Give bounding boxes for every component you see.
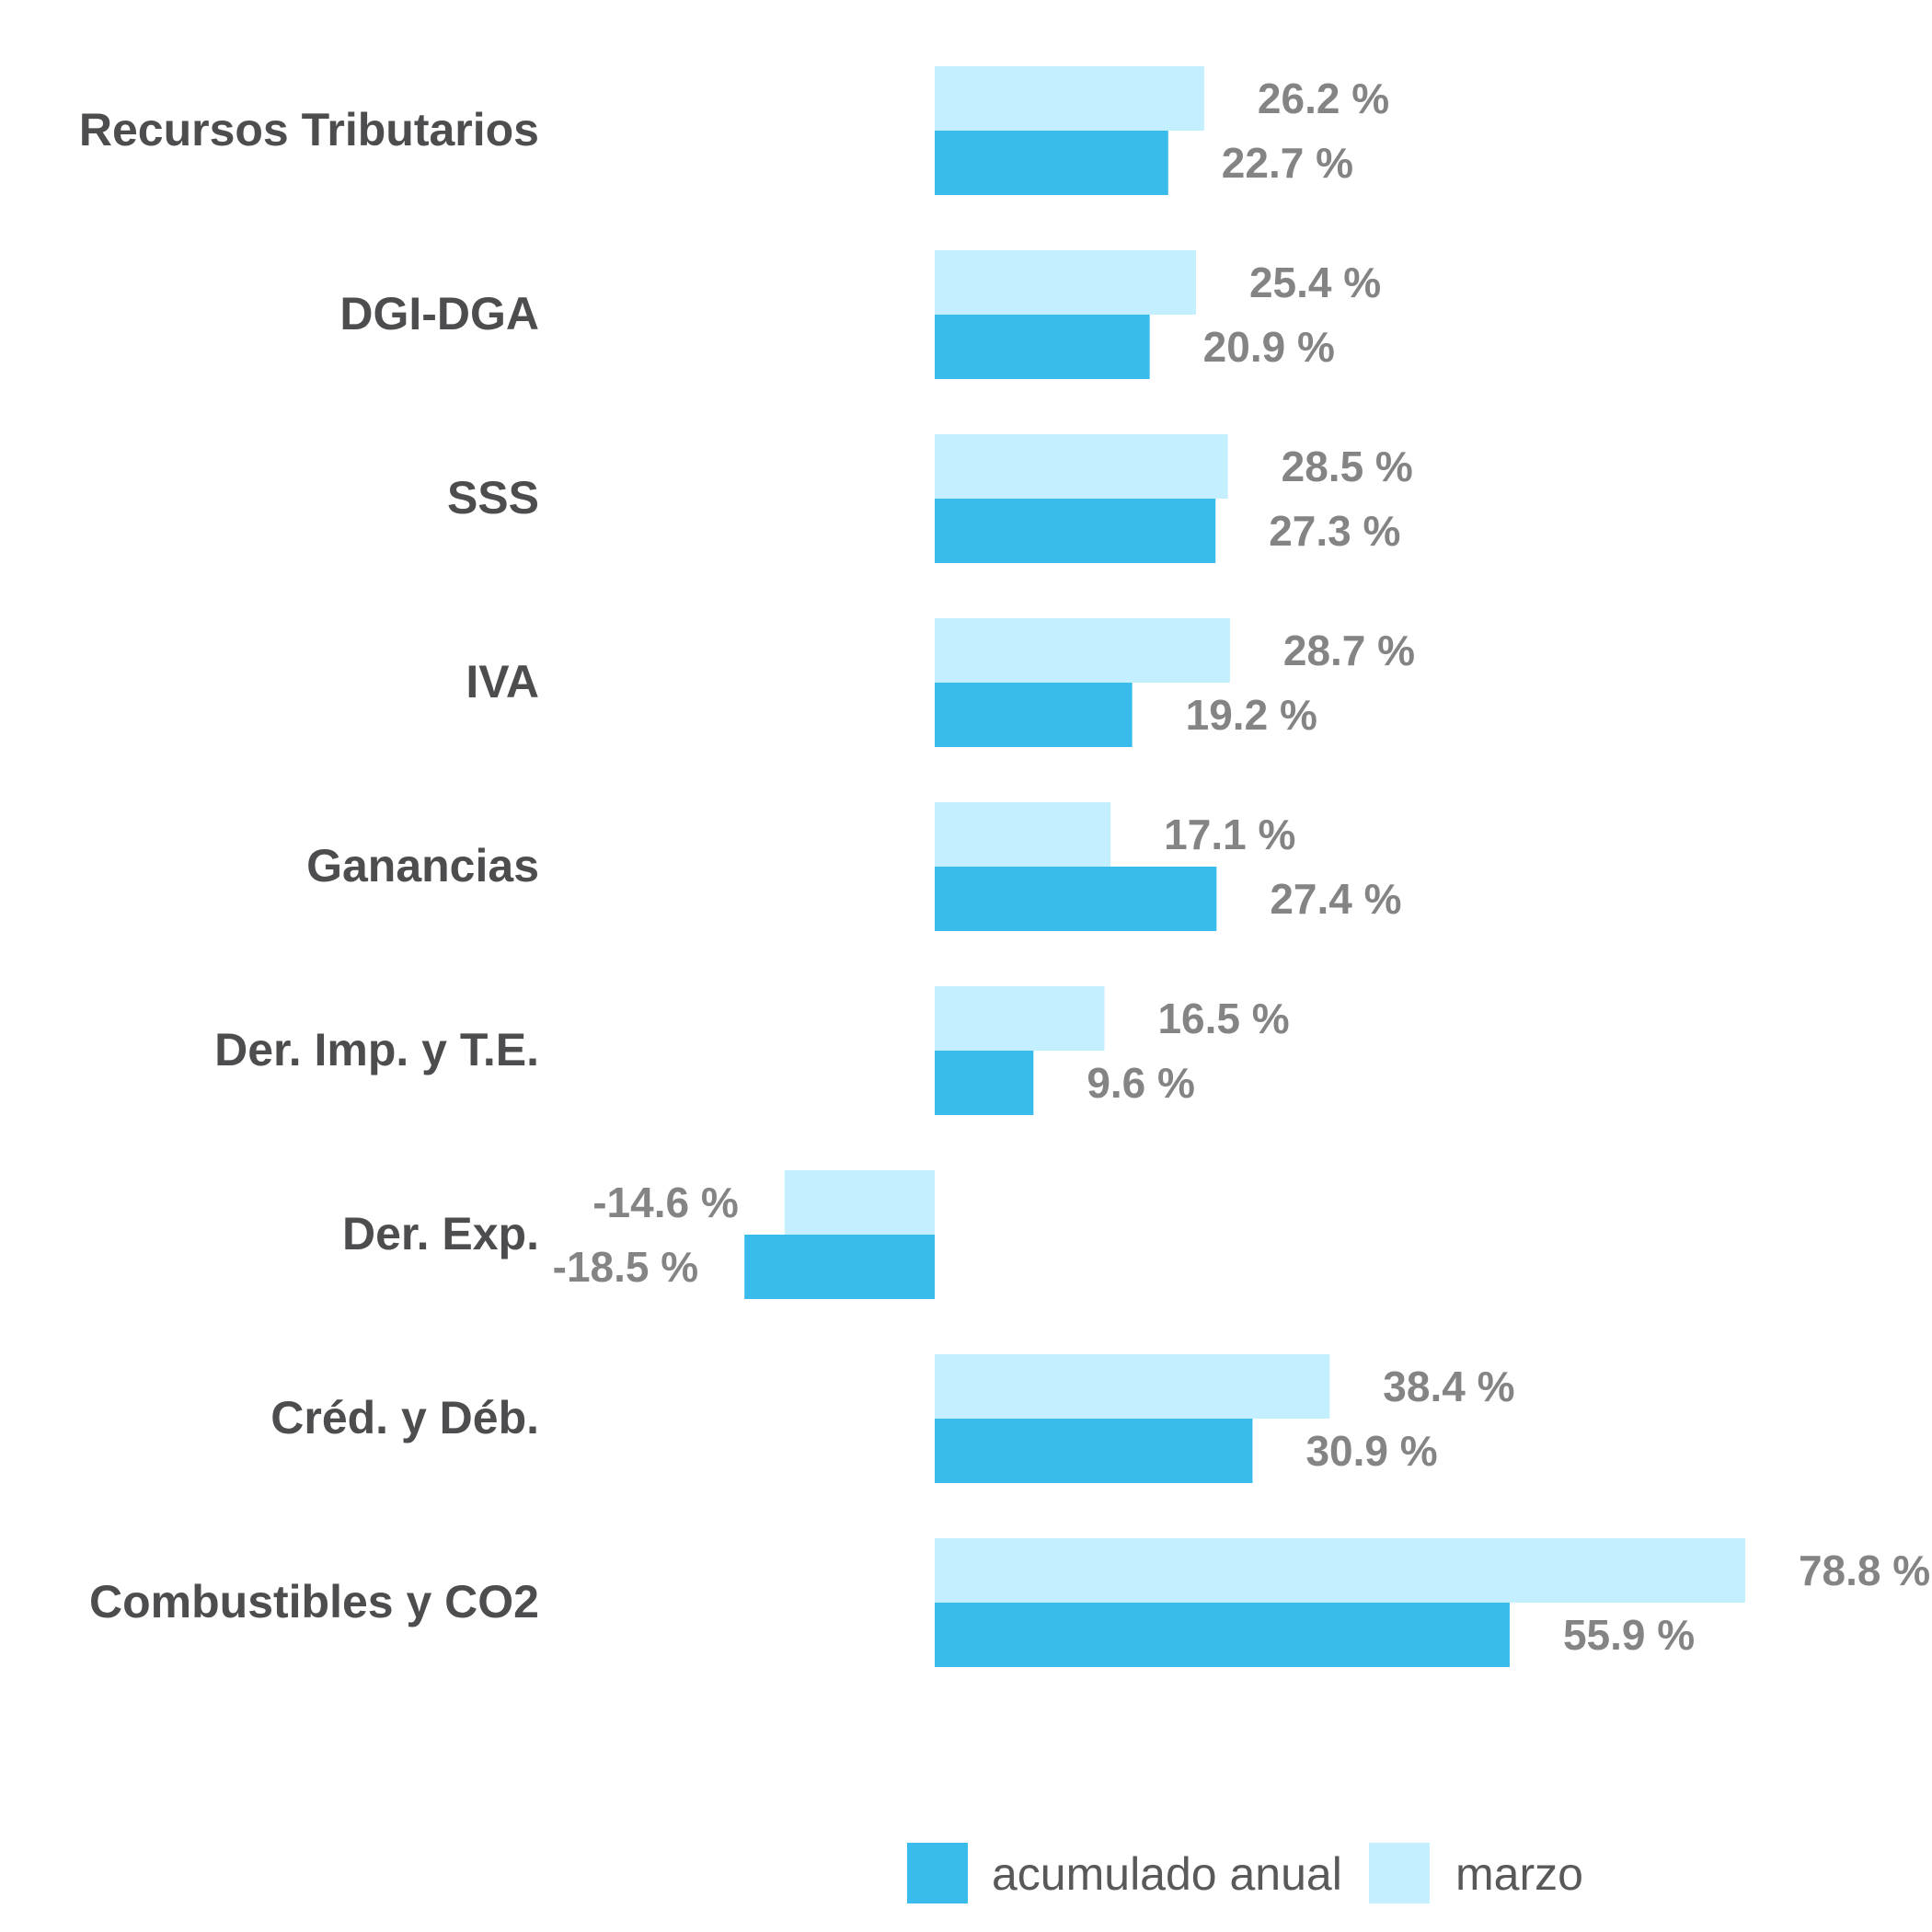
value-label-marzo-der-imp-y-t-e: 16.5 % [1157, 995, 1289, 1042]
value-label-marzo-ganancias: 17.1 % [1164, 811, 1295, 858]
value-label-acumulado-anual-recursos-tributarios: 22.7 % [1222, 139, 1353, 187]
value-label-acumulado-anual-sss: 27.3 % [1269, 507, 1400, 555]
bar-acumulado-anual-der-imp-y-t-e [935, 1051, 1034, 1115]
category-label-der-imp-y-t-e: Der. Imp. y T.E. [214, 1024, 539, 1075]
value-label-acumulado-anual-der-imp-y-t-e: 9.6 % [1087, 1059, 1195, 1107]
value-label-acumulado-anual-der-exp: -18.5 % [553, 1243, 699, 1291]
category-label-dgi-dga: DGI-DGA [339, 288, 539, 339]
value-label-marzo-cred-y-deb: 38.4 % [1383, 1363, 1514, 1410]
value-labels: 26.2 % 22.7 % 25.4 % 20.9 % 28.5 % 27.3 % 28.7… [553, 75, 1931, 1659]
bar-acumulado-anual-sss [935, 499, 1216, 563]
category-label-ganancias: Ganancias [306, 840, 539, 891]
bar-marzo-sss [935, 434, 1228, 499]
legend-label-acumulado-anual: acumulado anual [992, 1848, 1342, 1900]
legend: acumulado anual marzo [907, 1843, 1583, 1903]
value-label-marzo-dgi-dga: 25.4 % [1249, 259, 1381, 306]
bar-acumulado-anual-dgi-dga [935, 315, 1150, 379]
bar-marzo-der-exp [784, 1170, 935, 1235]
bar-marzo-recursos-tributarios [935, 66, 1204, 131]
bars [744, 66, 1745, 1667]
category-labels: Recursos Tributarios DGI-DGA SSS IVA Gananci… [79, 104, 539, 1627]
bar-marzo-ganancias [935, 802, 1111, 867]
category-label-iva: IVA [466, 656, 539, 707]
value-label-acumulado-anual-iva: 19.2 % [1186, 691, 1317, 739]
bar-marzo-dgi-dga [935, 250, 1196, 315]
category-label-combustibles-y-co2: Combustibles y CO2 [89, 1576, 539, 1627]
category-label-sss: SSS [447, 472, 539, 523]
category-label-der-exp: Der. Exp. [342, 1208, 539, 1259]
category-label-recursos-tributarios: Recursos Tributarios [79, 104, 539, 155]
value-label-marzo-sss: 28.5 % [1282, 443, 1413, 490]
legend-swatch-marzo [1369, 1843, 1430, 1903]
value-label-marzo-combustibles-y-co2: 78.8 % [1799, 1547, 1930, 1594]
bar-acumulado-anual-cred-y-deb [935, 1419, 1253, 1483]
value-label-acumulado-anual-dgi-dga: 20.9 % [1203, 323, 1335, 371]
bar-marzo-cred-y-deb [935, 1354, 1330, 1419]
bar-marzo-der-imp-y-t-e [935, 986, 1105, 1051]
value-label-acumulado-anual-ganancias: 27.4 % [1270, 875, 1401, 923]
value-label-marzo-recursos-tributarios: 26.2 % [1258, 75, 1389, 122]
bar-acumulado-anual-iva [935, 683, 1133, 747]
value-label-acumulado-anual-combustibles-y-co2: 55.9 % [1563, 1611, 1695, 1659]
legend-swatch-acumulado-anual [907, 1843, 968, 1903]
bar-acumulado-anual-ganancias [935, 867, 1217, 931]
value-label-acumulado-anual-cred-y-deb: 30.9 % [1305, 1427, 1437, 1475]
bar-marzo-combustibles-y-co2 [935, 1538, 1745, 1603]
bar-acumulado-anual-recursos-tributarios [935, 131, 1168, 195]
category-label-cred-y-deb: Créd. y Déb. [270, 1392, 539, 1443]
bar-acumulado-anual-der-exp [744, 1235, 935, 1299]
value-label-marzo-der-exp: -14.6 % [592, 1179, 739, 1226]
bar-acumulado-anual-combustibles-y-co2 [935, 1603, 1510, 1667]
legend-label-marzo: marzo [1455, 1848, 1583, 1900]
value-label-marzo-iva: 28.7 % [1283, 627, 1415, 674]
bar-marzo-iva [935, 618, 1230, 683]
